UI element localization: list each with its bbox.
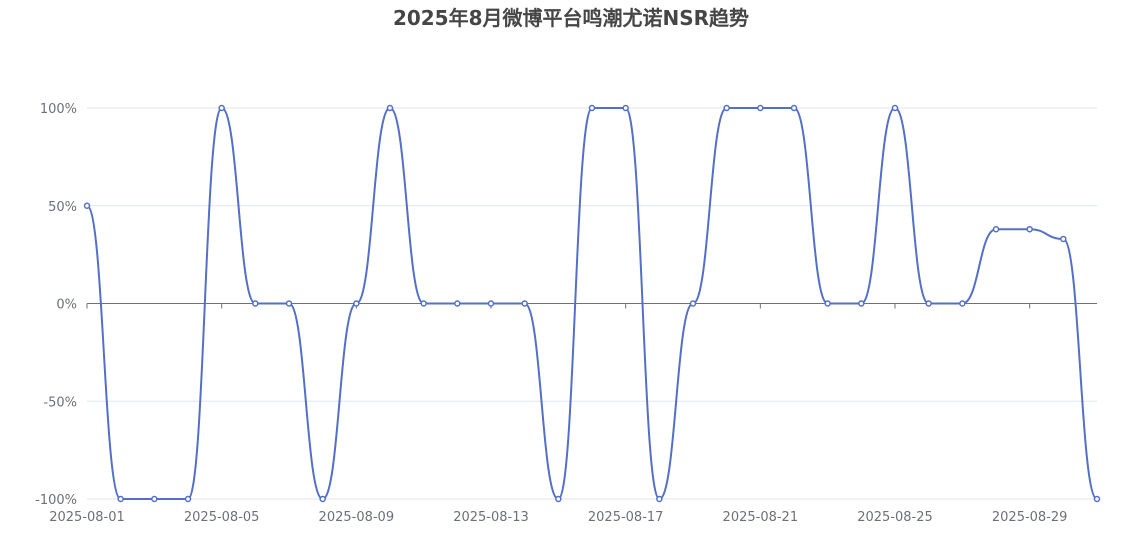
y-tick-label: 100% <box>40 102 77 117</box>
series-line <box>86 106 1098 501</box>
data-point[interactable] <box>487 300 495 307</box>
data-point[interactable] <box>588 104 596 112</box>
series-path <box>86 106 1098 501</box>
data-point[interactable] <box>285 300 293 307</box>
data-point[interactable] <box>656 495 663 503</box>
x-tick-label: 2025-08-09 <box>319 510 395 525</box>
data-point[interactable] <box>521 300 528 307</box>
data-point[interactable] <box>117 495 124 503</box>
data-point[interactable] <box>1060 235 1067 243</box>
data-point[interactable] <box>83 202 91 209</box>
y-axis-labels: -100% -50% 0% 50% 100% <box>35 102 77 508</box>
y-tick-label: -100% <box>35 493 77 508</box>
data-point[interactable] <box>723 104 730 112</box>
data-point[interactable] <box>218 104 225 112</box>
x-tick-label: 2025-08-13 <box>453 510 529 525</box>
x-tick-label: 2025-08-29 <box>992 510 1068 525</box>
data-point[interactable] <box>319 495 326 503</box>
data-point[interactable] <box>151 495 158 503</box>
data-point[interactable] <box>790 104 798 112</box>
data-point[interactable] <box>689 300 697 307</box>
data-point[interactable] <box>555 495 562 503</box>
y-tick-label: -50% <box>43 395 77 410</box>
data-point[interactable] <box>353 300 360 307</box>
data-point[interactable] <box>925 300 932 307</box>
data-point[interactable] <box>992 225 1000 233</box>
data-point[interactable] <box>252 300 259 307</box>
x-axis-labels: 2025-08-01 2025-08-05 2025-08-09 2025-08-13… <box>49 510 1067 525</box>
x-tick-label: 2025-08-05 <box>184 510 260 525</box>
x-tick-label: 2025-08-21 <box>723 510 799 525</box>
data-point[interactable] <box>891 104 899 112</box>
data-points <box>83 104 1101 503</box>
data-point[interactable] <box>858 300 865 307</box>
data-point[interactable] <box>959 300 966 307</box>
data-point[interactable] <box>386 104 394 112</box>
data-point[interactable] <box>420 300 427 307</box>
data-point[interactable] <box>454 300 461 307</box>
chart-title: 2025年8月微博平台鸣潮尤诺NSR趋势 <box>392 6 750 30</box>
y-tick-label: 50% <box>48 200 77 215</box>
x-tick-label: 2025-08-01 <box>49 510 125 525</box>
data-point[interactable] <box>622 104 629 112</box>
data-point[interactable] <box>184 495 192 503</box>
data-point[interactable] <box>1026 225 1033 233</box>
x-tick-label: 2025-08-25 <box>857 510 933 525</box>
x-tick-label: 2025-08-17 <box>588 510 664 525</box>
y-tick-label: 0% <box>56 298 77 313</box>
data-point[interactable] <box>824 300 831 307</box>
data-point[interactable] <box>757 104 764 112</box>
data-point[interactable] <box>1093 495 1101 503</box>
